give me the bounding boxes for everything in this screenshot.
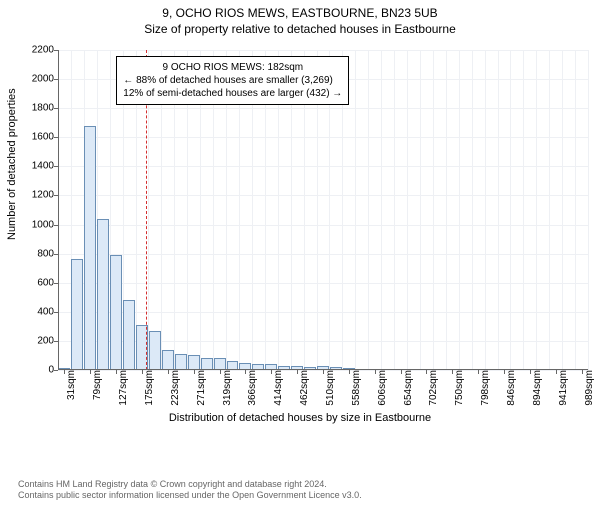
histogram-bar	[175, 354, 187, 370]
x-tick-label: 127sqm	[116, 370, 129, 406]
gridline-v	[459, 50, 460, 370]
x-tick-label: 79sqm	[90, 370, 103, 400]
gridline-h	[58, 312, 588, 313]
x-tick-label: 941sqm	[556, 370, 569, 406]
x-axis-line	[58, 369, 588, 370]
gridline-v	[355, 50, 356, 370]
chart-area: Number of detached properties 0200400600…	[0, 46, 600, 446]
gridline-v	[368, 50, 369, 370]
gridline-h	[58, 50, 588, 51]
x-tick-label: 846sqm	[504, 370, 517, 406]
footer-line-2: Contains public sector information licen…	[18, 490, 362, 502]
gridline-v	[523, 50, 524, 370]
gridline-v	[472, 50, 473, 370]
y-axis-label: Number of detached properties	[6, 88, 18, 240]
page-subtitle: Size of property relative to detached ho…	[0, 22, 600, 36]
x-tick-label: 654sqm	[401, 370, 414, 406]
annotation-line: 9 OCHO RIOS MEWS: 182sqm	[123, 61, 342, 74]
x-tick-label: 271sqm	[194, 370, 207, 406]
histogram-bar	[188, 355, 200, 370]
gridline-v	[446, 50, 447, 370]
x-tick-label: 798sqm	[478, 370, 491, 406]
histogram-bar	[162, 350, 174, 370]
gridline-h	[58, 195, 588, 196]
x-tick-label: 558sqm	[349, 370, 362, 406]
gridline-v	[588, 50, 589, 370]
gridline-v	[575, 50, 576, 370]
histogram-bar	[97, 219, 109, 370]
gridline-v	[536, 50, 537, 370]
histogram-bar	[149, 331, 161, 370]
x-tick-label: 175sqm	[142, 370, 155, 406]
gridline-h	[58, 254, 588, 255]
gridline-v	[407, 50, 408, 370]
histogram-bar	[84, 126, 96, 370]
gridline-v	[498, 50, 499, 370]
gridline-h	[58, 108, 588, 109]
histogram-bar	[110, 255, 122, 370]
gridline-h	[58, 225, 588, 226]
gridline-v	[510, 50, 511, 370]
x-tick-label: 462sqm	[297, 370, 310, 406]
annotation-line: 12% of semi-detached houses are larger (…	[123, 87, 342, 100]
x-tick-label: 750sqm	[452, 370, 465, 406]
plot-region: 0200400600800100012001400160018002000220…	[58, 50, 588, 370]
x-axis-label: Distribution of detached houses by size …	[0, 412, 600, 424]
gridline-v	[485, 50, 486, 370]
x-tick-label: 31sqm	[64, 370, 77, 400]
x-tick-label: 223sqm	[168, 370, 181, 406]
footer-attribution: Contains HM Land Registry data © Crown c…	[18, 479, 362, 502]
x-tick-label: 989sqm	[582, 370, 595, 406]
gridline-h	[58, 137, 588, 138]
gridline-v	[433, 50, 434, 370]
gridline-v	[420, 50, 421, 370]
annotation-box: 9 OCHO RIOS MEWS: 182sqm← 88% of detache…	[116, 56, 349, 105]
y-tick-mark	[54, 370, 58, 371]
x-tick-label: 510sqm	[323, 370, 336, 406]
gridline-v	[562, 50, 563, 370]
x-tick-label: 606sqm	[375, 370, 388, 406]
x-tick-label: 702sqm	[426, 370, 439, 406]
annotation-line: ← 88% of detached houses are smaller (3,…	[123, 74, 342, 87]
x-tick-label: 894sqm	[530, 370, 543, 406]
x-tick-label: 366sqm	[245, 370, 258, 406]
y-axis-line	[58, 50, 59, 370]
histogram-bar	[71, 259, 83, 370]
gridline-h	[58, 283, 588, 284]
gridline-h	[58, 166, 588, 167]
histogram-bar	[123, 300, 135, 370]
gridline-v	[381, 50, 382, 370]
x-tick-label: 319sqm	[220, 370, 233, 406]
page-title-address: 9, OCHO RIOS MEWS, EASTBOURNE, BN23 5UB	[0, 6, 600, 20]
gridline-v	[394, 50, 395, 370]
x-tick-label: 414sqm	[271, 370, 284, 406]
gridline-v	[549, 50, 550, 370]
footer-line-1: Contains HM Land Registry data © Crown c…	[18, 479, 362, 491]
